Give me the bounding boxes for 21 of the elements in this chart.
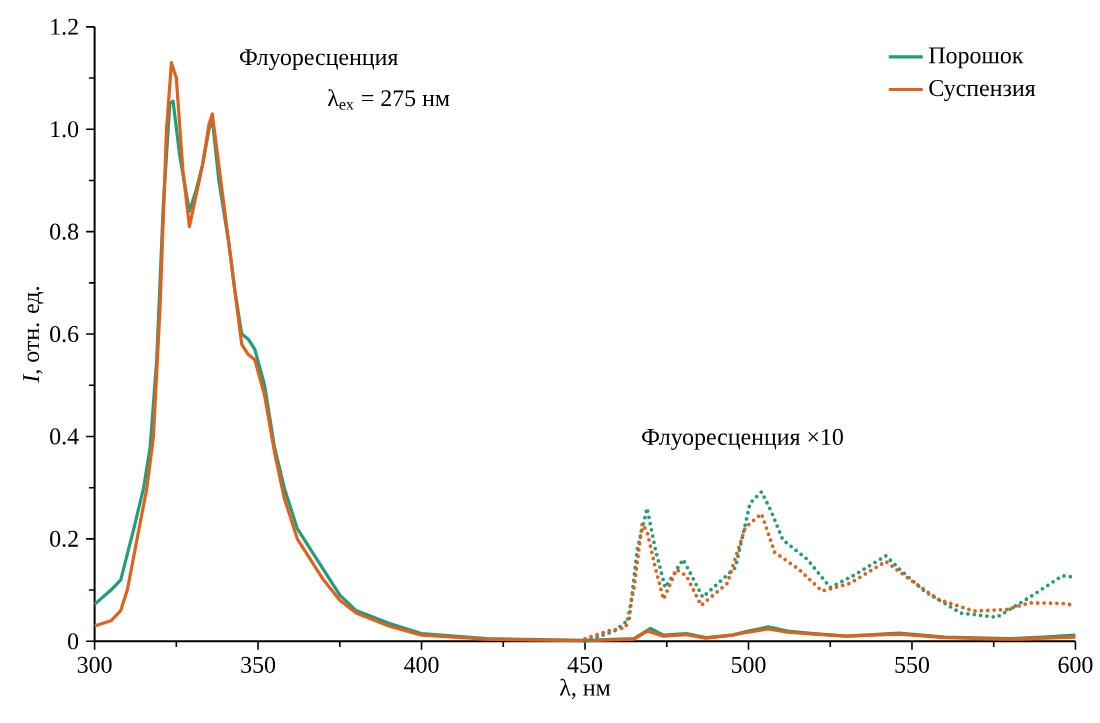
- annotation: λ$_{ex}$ = 275 нм: [327, 89, 450, 110]
- x-axis-title: λ, нм: [559, 678, 611, 700]
- y-tick-label: 0: [68, 633, 79, 650]
- y-tick-label: 1.2: [51, 18, 78, 35]
- y-tick-label: 0.8: [50, 223, 79, 240]
- annotation: Флуоресценция: [239, 49, 398, 71]
- x-tick-label: 400: [404, 656, 439, 673]
- y-tick-label: 0.4: [50, 428, 79, 445]
- annotation: Флуоресценция ×10: [642, 428, 843, 450]
- x-tick-label: 500: [731, 656, 766, 673]
- x-tick-label: 550: [895, 656, 929, 673]
- legend-label: Суспензия: [929, 80, 1036, 102]
- y-tick-label: 0.6: [50, 325, 79, 343]
- x-tick-label: 450: [567, 656, 603, 673]
- x-tick-label: 600: [1058, 656, 1093, 673]
- legend-label: Порошок: [929, 47, 1024, 69]
- y-axis-title: I, отн. ед.: [23, 287, 44, 383]
- x-tick-label: 300: [77, 656, 112, 673]
- y-tick-label: 0.2: [50, 530, 78, 548]
- y-tick-label: 1.0: [51, 121, 79, 138]
- x-tick-label: 350: [241, 656, 276, 673]
